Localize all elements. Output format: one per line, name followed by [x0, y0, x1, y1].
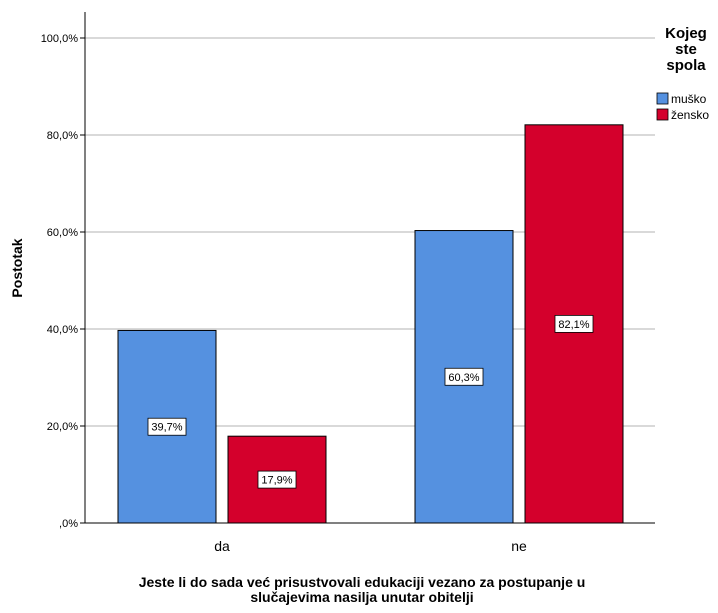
- data-label: 39,7%: [151, 422, 182, 434]
- legend-swatch-musko: [656, 92, 669, 105]
- legend-title-line-2: ste: [675, 41, 697, 58]
- legend-label-musko: muško: [671, 92, 707, 106]
- x-category-label: da: [214, 538, 230, 554]
- y-tick-label: 40,0%: [47, 324, 78, 336]
- data-label-box: [554, 315, 594, 333]
- data-label: 17,9%: [261, 475, 292, 487]
- y-axis-ticks: ,0% 20,0% 40,0% 60,0% 80,0% 100,0%: [41, 33, 85, 530]
- data-label: 82,1%: [558, 319, 589, 331]
- y-tick-label: 80,0%: [47, 130, 78, 142]
- bars: [117, 124, 624, 524]
- x-category-label: ne: [511, 538, 527, 554]
- legend: Kojeg ste spola muško žensko: [656, 25, 709, 122]
- legend-title-line-3: spola: [666, 57, 706, 74]
- y-axis-label: Postotak: [9, 238, 25, 297]
- legend-swatch-zensko: [656, 108, 669, 121]
- data-label-box: [257, 470, 297, 489]
- x-axis-categories: da ne: [214, 538, 527, 554]
- data-labels: 39,7% 17,9% 60,3% 82,1%: [147, 315, 594, 489]
- y-tick-label: 100,0%: [41, 33, 79, 45]
- legend-label-zensko: žensko: [671, 108, 709, 122]
- y-tick-label: ,0%: [59, 518, 78, 530]
- data-label-box: [147, 417, 187, 436]
- legend-title-line-1: Kojeg: [665, 25, 707, 42]
- x-axis-label-line-1: Jeste li do sada već prisustvovali eduka…: [139, 574, 586, 590]
- y-tick-label: 20,0%: [47, 421, 78, 433]
- y-tick-label: 60,0%: [47, 227, 78, 239]
- data-label: 60,3%: [448, 372, 479, 384]
- bar-ne-musko: [414, 230, 514, 524]
- x-axis-label-line-2: slučajevima nasilja unutar obitelji: [250, 589, 473, 605]
- data-label-box: [444, 367, 484, 386]
